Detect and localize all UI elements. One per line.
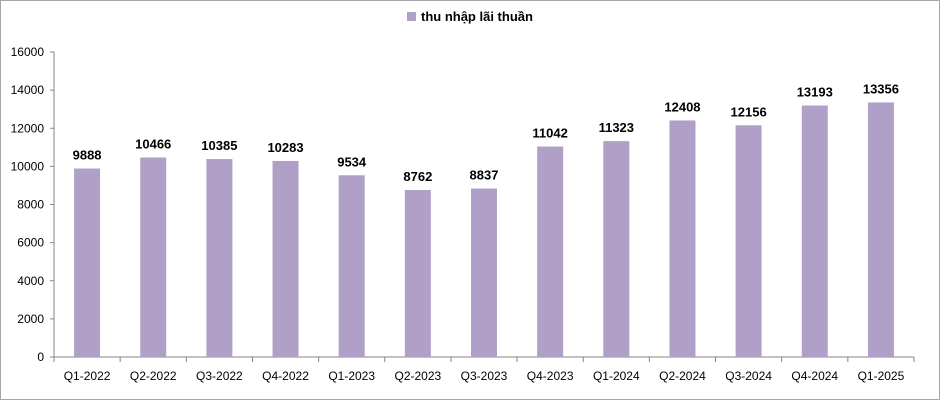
y-tick-label: 0 — [37, 350, 44, 364]
x-tick-label: Q4-2023 — [527, 369, 574, 383]
bar — [338, 175, 365, 357]
y-tick-label: 6000 — [17, 236, 44, 250]
y-tick-label: 16000 — [11, 45, 45, 59]
bar — [471, 188, 497, 357]
data-label: 10283 — [267, 140, 303, 155]
y-tick-label: 8000 — [17, 198, 44, 212]
x-axis-ticks: Q1-2022 Q2-2022 Q3-2022 Q4-2022 Q1-2023 Q2-20… — [53, 357, 915, 383]
x-tick-label: Q3-2022 — [196, 369, 243, 383]
bar — [206, 159, 233, 357]
bars — [74, 102, 894, 358]
y-tick-label: 4000 — [17, 274, 44, 288]
x-tick-label: Q4-2024 — [791, 369, 838, 383]
x-tick-label: Q1-2025 — [858, 369, 905, 383]
bar — [537, 146, 564, 357]
data-label: 10385 — [201, 138, 237, 153]
x-tick-label: Q2-2022 — [130, 369, 177, 383]
x-tick-label: Q2-2024 — [659, 369, 706, 383]
data-labels: 9888 10466 10385 10283 9534 8762 8837 11042 1132… — [73, 81, 899, 184]
x-tick-label: Q2-2023 — [394, 369, 441, 383]
bar — [140, 157, 167, 357]
data-label: 13193 — [797, 85, 833, 100]
data-label: 12156 — [731, 104, 767, 119]
legend-swatch — [407, 12, 416, 21]
data-label: 8762 — [403, 169, 432, 184]
y-tick-label: 12000 — [11, 121, 45, 135]
y-tick-label: 10000 — [11, 159, 45, 173]
bar — [404, 189, 431, 357]
bar — [603, 141, 630, 357]
x-tick-label: Q1-2023 — [328, 369, 375, 383]
x-tick-label: Q1-2022 — [64, 369, 111, 383]
data-label: 12408 — [664, 99, 700, 114]
data-label: 8837 — [470, 168, 499, 183]
data-label: 9888 — [73, 148, 102, 163]
y-tick-label: 14000 — [11, 83, 45, 97]
y-axis-ticks: 0 2000 4000 6000 8000 10000 12000 14000 16000 — [11, 45, 54, 364]
x-tick-label: Q1-2024 — [593, 369, 640, 383]
bar — [735, 125, 762, 358]
legend: thu nhập lãi thuần — [407, 9, 533, 24]
legend-label: thu nhập lãi thuần — [421, 9, 533, 24]
bar — [867, 102, 894, 358]
data-label: 11323 — [599, 120, 634, 135]
data-label: 10466 — [135, 136, 171, 151]
data-label: 9534 — [337, 154, 367, 169]
data-label: 13356 — [863, 81, 899, 96]
data-label: 11042 — [532, 126, 567, 141]
x-tick-label: Q4-2022 — [262, 369, 309, 383]
bar — [272, 160, 299, 357]
bar — [74, 168, 101, 357]
x-tick-label: Q3-2023 — [461, 369, 508, 383]
y-tick-label: 2000 — [17, 312, 44, 326]
bar — [801, 105, 828, 357]
x-tick-label: Q3-2024 — [725, 369, 772, 383]
bar — [669, 120, 696, 357]
